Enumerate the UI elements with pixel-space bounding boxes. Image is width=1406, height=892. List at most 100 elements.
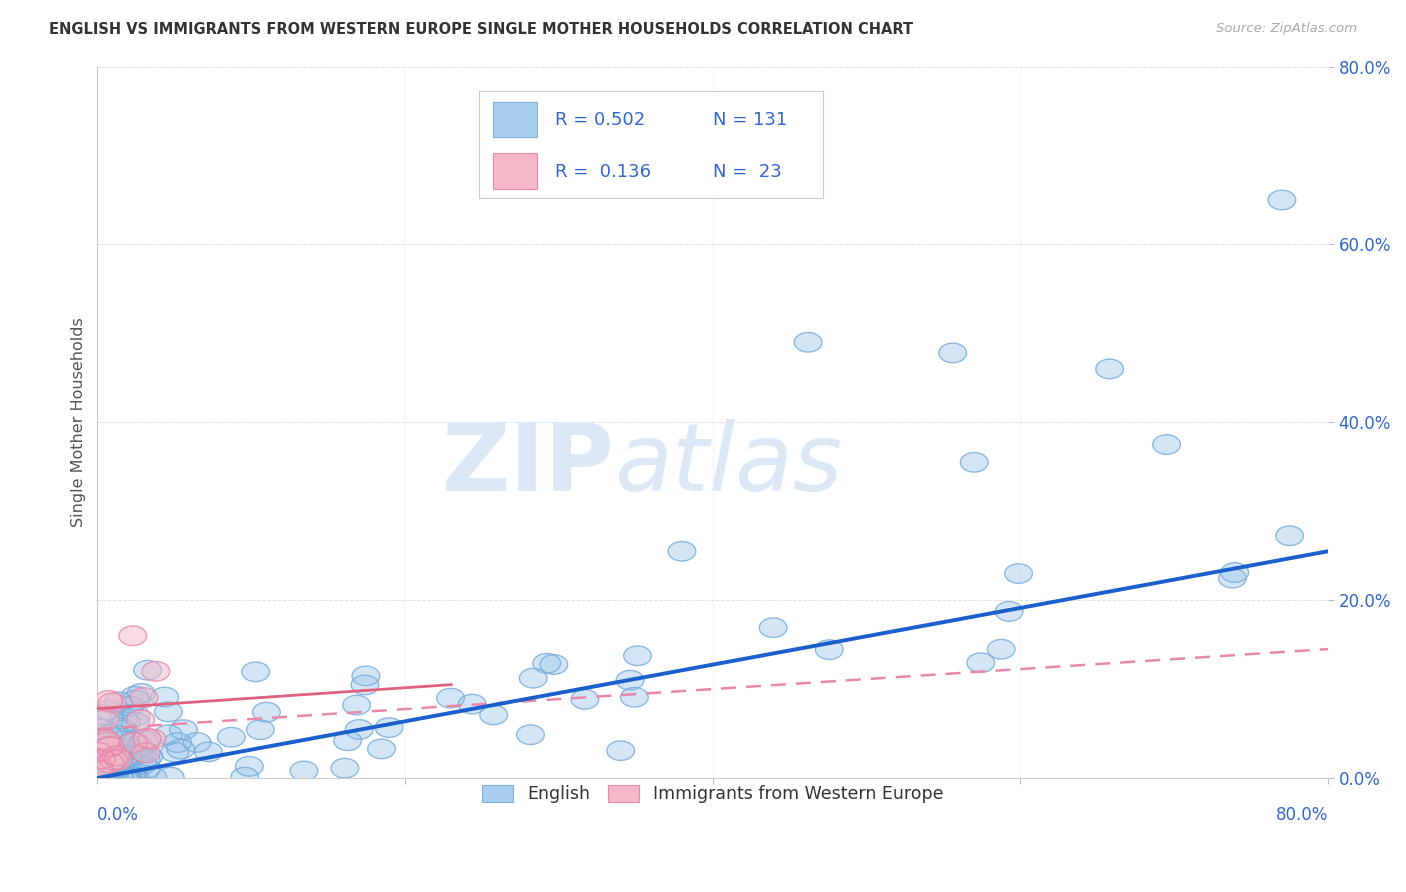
Ellipse shape <box>89 767 115 787</box>
Ellipse shape <box>120 767 148 787</box>
Ellipse shape <box>93 754 121 773</box>
Ellipse shape <box>437 689 464 708</box>
Ellipse shape <box>104 767 132 787</box>
Ellipse shape <box>129 742 157 762</box>
Ellipse shape <box>103 752 131 771</box>
Ellipse shape <box>97 767 124 787</box>
Text: Source: ZipAtlas.com: Source: ZipAtlas.com <box>1216 22 1357 36</box>
Ellipse shape <box>100 767 128 787</box>
Ellipse shape <box>91 764 120 783</box>
Ellipse shape <box>194 742 222 762</box>
Ellipse shape <box>103 746 129 765</box>
Ellipse shape <box>129 755 156 774</box>
Ellipse shape <box>131 688 157 707</box>
Ellipse shape <box>134 660 162 680</box>
Ellipse shape <box>84 757 112 777</box>
Ellipse shape <box>93 732 121 752</box>
Ellipse shape <box>127 710 155 730</box>
Ellipse shape <box>1005 564 1032 583</box>
Text: ZIP: ZIP <box>441 419 614 511</box>
Y-axis label: Single Mother Households: Single Mother Households <box>72 318 86 527</box>
Ellipse shape <box>112 767 141 787</box>
Ellipse shape <box>93 731 120 749</box>
Ellipse shape <box>519 668 547 688</box>
Ellipse shape <box>346 720 373 739</box>
Text: 80.0%: 80.0% <box>1275 806 1329 824</box>
Ellipse shape <box>98 756 127 775</box>
Ellipse shape <box>155 702 183 722</box>
Ellipse shape <box>110 709 138 729</box>
Ellipse shape <box>120 746 146 765</box>
Ellipse shape <box>170 720 197 739</box>
Ellipse shape <box>134 731 160 750</box>
Ellipse shape <box>218 728 245 747</box>
Ellipse shape <box>995 601 1024 621</box>
Ellipse shape <box>100 737 128 756</box>
Ellipse shape <box>167 739 194 759</box>
Ellipse shape <box>533 654 561 673</box>
Ellipse shape <box>115 747 142 766</box>
Ellipse shape <box>87 705 114 724</box>
Ellipse shape <box>120 626 146 646</box>
Ellipse shape <box>111 767 139 787</box>
Legend: English, Immigrants from Western Europe: English, Immigrants from Western Europe <box>474 776 952 812</box>
Ellipse shape <box>794 333 823 352</box>
Ellipse shape <box>290 761 318 780</box>
Ellipse shape <box>91 710 120 730</box>
Ellipse shape <box>939 343 966 363</box>
Ellipse shape <box>89 767 117 787</box>
Ellipse shape <box>253 702 280 722</box>
Ellipse shape <box>90 767 118 787</box>
Ellipse shape <box>103 756 131 775</box>
Ellipse shape <box>104 749 132 769</box>
Ellipse shape <box>242 662 270 681</box>
Ellipse shape <box>105 692 132 712</box>
Ellipse shape <box>122 706 150 725</box>
Ellipse shape <box>375 718 404 738</box>
Ellipse shape <box>91 738 118 757</box>
Ellipse shape <box>607 741 634 760</box>
Ellipse shape <box>121 713 149 732</box>
Ellipse shape <box>94 690 122 710</box>
Ellipse shape <box>94 725 122 744</box>
Ellipse shape <box>129 731 157 750</box>
Ellipse shape <box>620 688 648 707</box>
Ellipse shape <box>138 729 166 748</box>
Ellipse shape <box>105 767 134 787</box>
Ellipse shape <box>134 758 160 778</box>
Ellipse shape <box>118 764 145 784</box>
Ellipse shape <box>93 767 121 787</box>
Ellipse shape <box>668 541 696 561</box>
Ellipse shape <box>121 767 149 787</box>
Ellipse shape <box>104 758 132 778</box>
Ellipse shape <box>110 767 138 787</box>
Ellipse shape <box>115 748 142 767</box>
Ellipse shape <box>1220 563 1249 582</box>
Ellipse shape <box>1153 434 1181 454</box>
Ellipse shape <box>120 732 148 752</box>
Text: atlas: atlas <box>614 419 842 510</box>
Ellipse shape <box>98 693 127 713</box>
Ellipse shape <box>458 694 486 714</box>
Ellipse shape <box>967 653 994 673</box>
Ellipse shape <box>98 742 125 762</box>
Ellipse shape <box>84 760 112 780</box>
Ellipse shape <box>87 744 115 764</box>
Ellipse shape <box>132 751 160 770</box>
Ellipse shape <box>132 731 160 749</box>
Ellipse shape <box>128 683 155 703</box>
Ellipse shape <box>183 732 211 752</box>
Ellipse shape <box>343 695 370 714</box>
Ellipse shape <box>114 745 142 764</box>
Ellipse shape <box>108 731 136 751</box>
Ellipse shape <box>112 712 141 731</box>
Ellipse shape <box>160 742 188 762</box>
Ellipse shape <box>90 767 118 787</box>
Ellipse shape <box>150 687 179 706</box>
Ellipse shape <box>479 705 508 724</box>
Ellipse shape <box>86 719 114 739</box>
Ellipse shape <box>97 767 125 787</box>
Ellipse shape <box>121 687 149 706</box>
Ellipse shape <box>128 739 156 759</box>
Ellipse shape <box>101 767 128 787</box>
